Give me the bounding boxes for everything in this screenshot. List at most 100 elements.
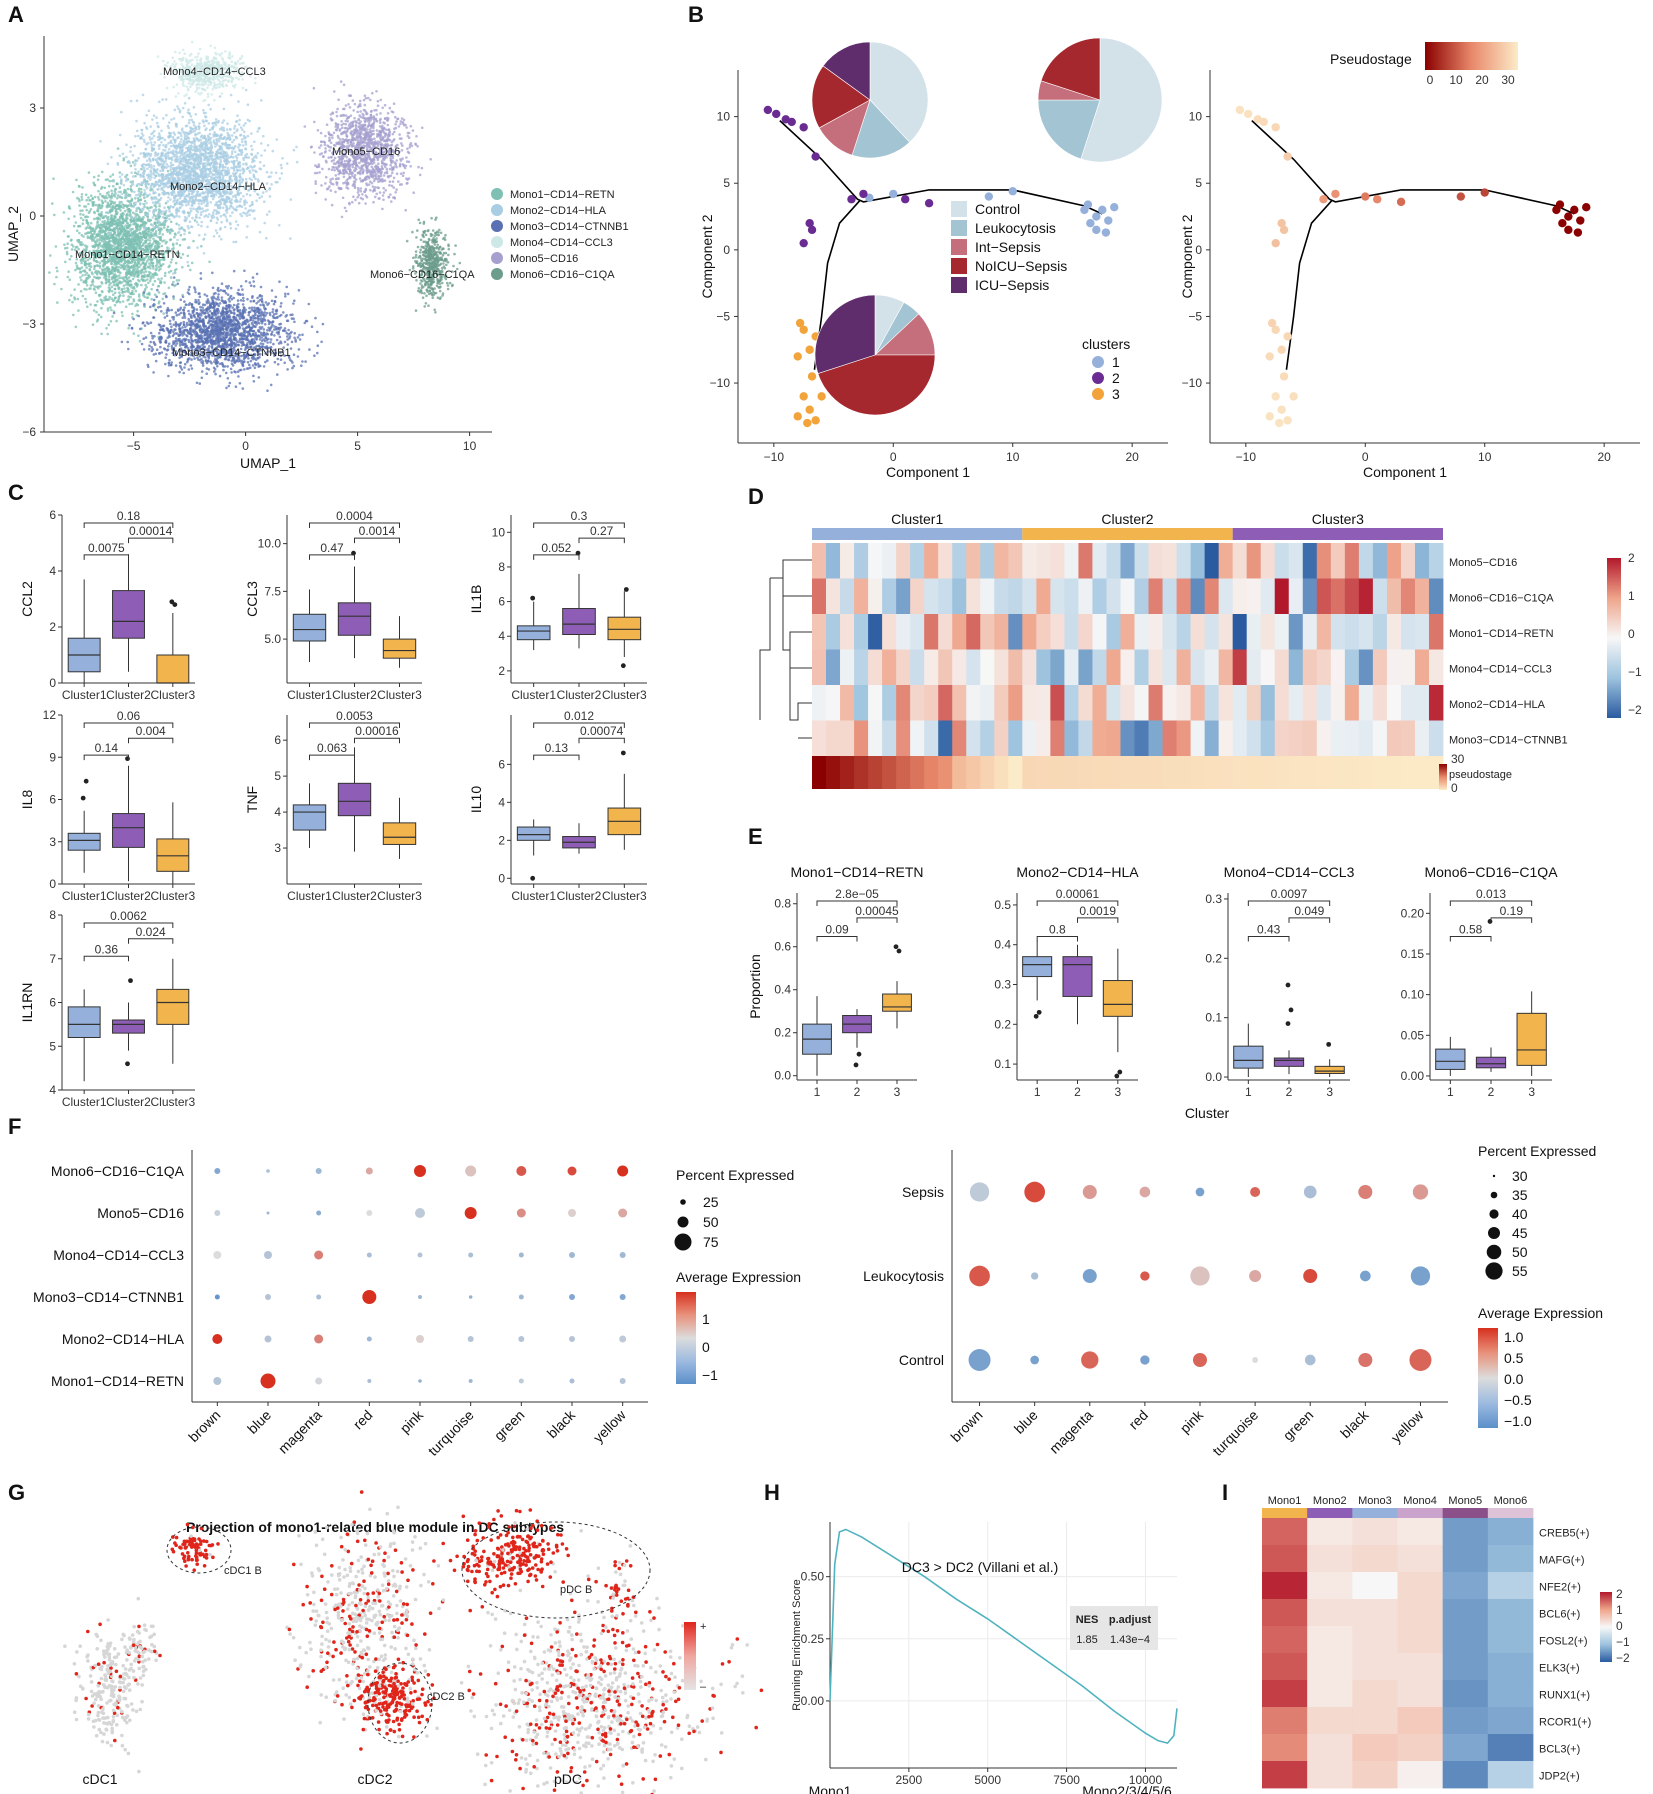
umap-cell bbox=[115, 207, 119, 211]
umap-cell bbox=[181, 238, 185, 241]
umap-cell bbox=[247, 156, 251, 159]
umap-cell bbox=[122, 264, 126, 268]
umap-cell bbox=[109, 211, 112, 214]
umap-cell bbox=[106, 245, 109, 248]
umap-cell bbox=[161, 233, 164, 236]
umap-cell bbox=[137, 299, 141, 302]
umap-cell bbox=[142, 233, 146, 236]
umap-cell bbox=[130, 302, 134, 306]
umap-cell bbox=[184, 218, 188, 222]
umap-cell bbox=[193, 145, 196, 149]
umap-cell bbox=[214, 203, 217, 207]
umap-cell bbox=[167, 148, 171, 151]
umap-cell bbox=[205, 294, 209, 298]
umap-cell bbox=[168, 217, 171, 221]
umap-cell bbox=[157, 147, 161, 150]
umap-cell bbox=[146, 274, 149, 277]
umap-cell bbox=[225, 173, 228, 176]
umap-cell bbox=[181, 149, 184, 152]
umap-cell bbox=[171, 229, 174, 233]
umap-cell bbox=[137, 170, 140, 173]
umap-cell bbox=[183, 229, 187, 233]
umap-cell bbox=[300, 364, 303, 368]
umap-cell bbox=[295, 160, 299, 164]
umap-cell bbox=[110, 289, 114, 293]
umap-cell bbox=[184, 303, 188, 307]
umap-cell bbox=[75, 264, 79, 268]
umap-cell bbox=[86, 235, 90, 238]
umap-cell bbox=[150, 297, 153, 301]
umap-cell bbox=[147, 266, 150, 269]
umap-cell bbox=[243, 368, 246, 371]
umap-cell bbox=[231, 140, 234, 144]
umap-cell bbox=[143, 191, 147, 194]
umap-cell bbox=[232, 166, 235, 170]
umap-cell bbox=[206, 163, 209, 167]
umap-cell bbox=[189, 158, 192, 161]
umap-cell bbox=[147, 109, 151, 113]
umap-cell bbox=[118, 154, 122, 157]
umap-cell bbox=[164, 184, 167, 188]
umap-cell bbox=[175, 242, 179, 245]
umap-cell bbox=[163, 239, 166, 242]
umap-cell bbox=[169, 269, 173, 273]
umap-cell bbox=[169, 261, 173, 264]
umap-cell bbox=[183, 172, 186, 175]
umap-cell bbox=[187, 140, 191, 143]
umap-cell bbox=[120, 266, 123, 270]
umap-cell bbox=[87, 274, 91, 277]
umap-cell bbox=[124, 305, 128, 309]
umap-cell bbox=[94, 303, 98, 307]
umap-cell bbox=[110, 156, 113, 159]
umap-cell bbox=[148, 193, 151, 196]
umap-cell bbox=[168, 229, 172, 233]
umap-cell bbox=[131, 154, 135, 157]
umap-cell bbox=[161, 297, 165, 301]
umap-cell bbox=[150, 205, 153, 209]
umap-cell bbox=[147, 281, 150, 285]
umap-cell bbox=[62, 211, 66, 214]
umap-cell bbox=[104, 274, 108, 277]
umap-cell bbox=[220, 169, 224, 173]
umap-cell bbox=[111, 205, 114, 208]
umap-cell bbox=[129, 194, 132, 198]
umap-cell bbox=[135, 119, 138, 123]
umap-cell bbox=[73, 296, 76, 299]
umap-cell bbox=[168, 249, 171, 253]
umap-cell bbox=[113, 303, 117, 307]
umap-cell bbox=[130, 292, 134, 296]
umap-cell bbox=[138, 194, 142, 198]
umap-cell bbox=[139, 244, 142, 248]
umap-cell bbox=[159, 136, 163, 140]
umap-cell bbox=[162, 143, 165, 147]
umap-cell bbox=[193, 195, 196, 198]
umap-cell bbox=[78, 204, 81, 207]
umap-cell bbox=[95, 226, 99, 229]
umap-cell bbox=[116, 283, 119, 287]
umap-cell bbox=[242, 195, 245, 198]
umap-cell bbox=[170, 118, 173, 121]
umap-cell bbox=[218, 203, 221, 207]
umap-cell bbox=[146, 227, 150, 231]
umap-cell bbox=[149, 218, 153, 222]
umap-cell bbox=[187, 96, 191, 100]
umap-cell bbox=[117, 235, 121, 239]
umap-cell bbox=[119, 178, 123, 181]
umap-cell bbox=[129, 223, 132, 226]
umap-cell bbox=[262, 164, 266, 167]
umap-cell bbox=[192, 207, 195, 210]
umap-cell bbox=[99, 226, 102, 230]
umap-cell bbox=[130, 199, 133, 202]
umap-cell bbox=[106, 205, 109, 209]
umap-cell bbox=[160, 154, 163, 158]
umap-cell bbox=[116, 196, 119, 200]
umap-cell bbox=[117, 204, 120, 208]
umap-cell bbox=[151, 118, 154, 121]
umap-cell bbox=[126, 187, 130, 191]
umap-cell bbox=[149, 264, 152, 267]
umap-cell bbox=[270, 171, 273, 174]
umap-cell bbox=[116, 258, 120, 261]
umap-cell bbox=[170, 141, 173, 145]
umap-cell bbox=[252, 209, 256, 212]
umap-cell bbox=[229, 174, 233, 178]
